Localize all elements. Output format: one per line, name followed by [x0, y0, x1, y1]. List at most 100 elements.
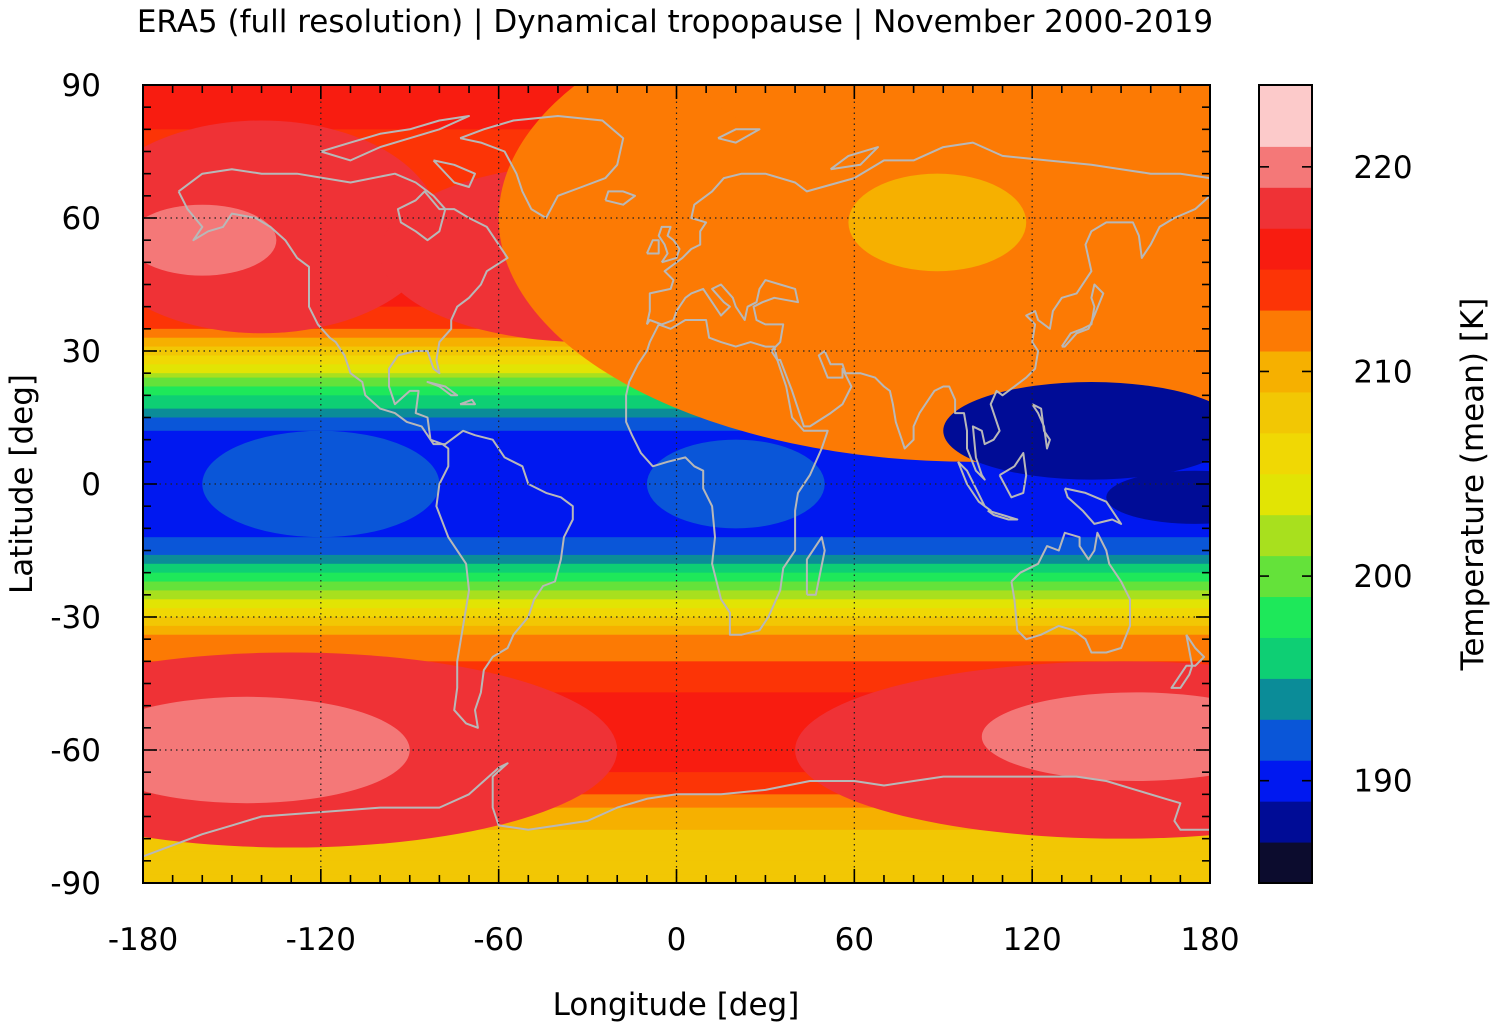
colorbar-segment — [1259, 596, 1312, 638]
map-plot-area — [143, 85, 1210, 883]
temperature-band — [143, 807, 1210, 813]
temperature-band — [143, 430, 1210, 436]
temperature-band — [143, 417, 1210, 423]
coastline — [717, 128, 761, 144]
y-tick-label: 30 — [62, 334, 101, 370]
temperature-band — [143, 834, 1210, 840]
figure-title: ERA5 (full resolution) | Dynamical tropo… — [137, 4, 1213, 40]
temperature-band — [143, 670, 1210, 676]
temperature-band — [143, 860, 1210, 866]
temperature-anomaly — [202, 430, 440, 538]
colorbar-frame — [1258, 84, 1313, 884]
coastline — [459, 115, 625, 219]
axis-ticks — [142, 84, 1211, 884]
x-axis-label: Longitude [deg] — [553, 987, 800, 1023]
temperature-band — [143, 608, 1210, 614]
x-tick-label: -60 — [473, 922, 524, 958]
temperature-band — [143, 612, 1210, 618]
temperature-band — [143, 705, 1210, 711]
temperature-band — [143, 727, 1210, 733]
temperature-anomaly — [143, 696, 410, 804]
coastline — [320, 115, 470, 162]
x-tick-label: 0 — [667, 922, 687, 958]
coastline — [1170, 634, 1206, 689]
temperature-band — [143, 621, 1210, 627]
colorbar-segment — [1259, 228, 1312, 270]
colorbar-tick-label: 220 — [1353, 150, 1412, 186]
temperature-band — [143, 772, 1210, 778]
y-tick-label: -30 — [50, 600, 101, 636]
colorbar-tick-label: 210 — [1353, 354, 1412, 390]
temperature-band — [143, 679, 1210, 685]
coastline — [957, 461, 992, 512]
coastline — [625, 319, 829, 636]
temperature-band — [143, 767, 1210, 773]
coastline — [177, 168, 574, 729]
temperature-band — [143, 625, 1210, 631]
temperature-band — [143, 714, 1210, 720]
temperature-band — [143, 537, 1210, 543]
temperature-band — [143, 701, 1210, 707]
temperature-band — [143, 541, 1210, 547]
temperature-band — [143, 763, 1210, 769]
colorbar-segment — [1259, 801, 1312, 843]
temperature-band — [143, 439, 1210, 445]
x-axis-tick-labels: -180 -120 -60 0 60 120 180 — [108, 922, 1240, 958]
temperature-band — [143, 577, 1210, 583]
coastline — [830, 146, 879, 171]
temperature-anomaly — [981, 692, 1210, 782]
temperature-band — [143, 590, 1210, 596]
temperature-band — [143, 426, 1210, 432]
temperature-band — [143, 408, 1210, 414]
coastline — [1031, 403, 1051, 450]
colorbar-segment — [1259, 391, 1312, 434]
temperature-band — [143, 843, 1210, 849]
colorbar-segment — [1259, 678, 1312, 720]
temperature-band — [143, 648, 1210, 654]
coastline — [604, 190, 636, 206]
temperature-anomaly — [706, 85, 1210, 174]
coastline — [645, 239, 660, 255]
y-tick-label: 60 — [62, 201, 101, 237]
coastline — [657, 225, 681, 264]
x-tick-label: 180 — [1180, 922, 1239, 958]
x-tick-label: -180 — [108, 922, 178, 958]
temperature-band — [143, 718, 1210, 724]
colorbar-tick-labels: 190 200 210 220 — [1353, 150, 1412, 800]
colorbar-segment — [1259, 473, 1312, 516]
coastline — [998, 452, 1028, 499]
temperature-band — [143, 652, 1210, 658]
temperature-band — [143, 581, 1210, 587]
colorbar-ticks — [1259, 166, 1312, 782]
coastline — [646, 195, 1210, 481]
colorbar-segment — [1259, 187, 1312, 229]
temperature-band — [143, 546, 1210, 552]
coastline — [987, 509, 1019, 521]
temperature-band — [143, 683, 1210, 689]
temperature-band — [143, 674, 1210, 680]
temperature-band — [143, 603, 1210, 609]
temperature-band — [143, 829, 1210, 835]
colorbar-segment — [1259, 85, 1312, 147]
temperature-band — [143, 568, 1210, 574]
temperature-band — [143, 750, 1210, 756]
colorbar — [1259, 85, 1312, 884]
temperature-anomaly — [1106, 470, 1210, 524]
temperature-band — [143, 585, 1210, 591]
coastlines — [143, 115, 1210, 858]
temperature-band — [143, 515, 1210, 521]
y-axis-tick-labels: 90 60 30 0 -30 -60 -90 — [50, 68, 101, 902]
colorbar-segment — [1259, 637, 1312, 679]
temperature-band — [143, 816, 1210, 822]
temperature-anomaly — [143, 204, 277, 276]
temperature-band — [143, 634, 1210, 640]
coastline — [1010, 531, 1131, 654]
colorbar-segment — [1259, 719, 1312, 761]
temperature-band — [143, 532, 1210, 538]
colorbar-segment — [1259, 842, 1312, 884]
temperature-band — [143, 851, 1210, 857]
coastline — [426, 381, 459, 397]
temperature-band — [143, 856, 1210, 862]
y-tick-label: -60 — [50, 733, 101, 769]
